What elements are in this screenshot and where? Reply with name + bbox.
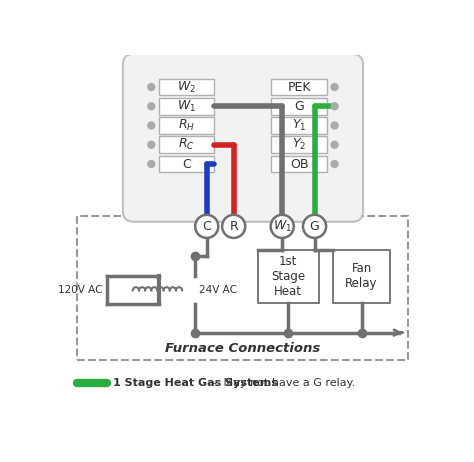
Text: $Y_2$: $Y_2$	[292, 137, 306, 152]
Text: $Y_1$: $Y_1$	[292, 118, 306, 133]
Bar	[272, 136, 327, 153]
Bar	[159, 79, 214, 96]
Circle shape	[148, 161, 155, 167]
Circle shape	[271, 215, 294, 238]
Bar	[272, 98, 327, 115]
Text: 24V AC: 24V AC	[199, 286, 237, 295]
Circle shape	[148, 122, 155, 129]
Circle shape	[148, 84, 155, 91]
Text: $W_2$: $W_2$	[177, 79, 196, 95]
Circle shape	[331, 84, 338, 91]
Circle shape	[148, 141, 155, 148]
Bar	[77, 216, 409, 359]
Text: Fan
Relay: Fan Relay	[345, 262, 378, 291]
Circle shape	[222, 215, 245, 238]
Bar	[257, 250, 319, 303]
Bar	[159, 136, 214, 153]
Bar	[272, 79, 327, 96]
Text: 1 Stage Heat Gas Systems: 1 Stage Heat Gas Systems	[113, 378, 278, 388]
Bar	[272, 156, 327, 172]
Bar	[159, 117, 214, 134]
Text: $W_1$: $W_1$	[273, 219, 292, 234]
Circle shape	[148, 103, 155, 109]
Text: G: G	[294, 100, 304, 113]
Bar	[159, 156, 214, 172]
Text: OB: OB	[290, 158, 309, 170]
Circle shape	[331, 161, 338, 167]
Circle shape	[303, 215, 326, 238]
Circle shape	[331, 141, 338, 148]
Text: PEK: PEK	[287, 80, 311, 93]
Text: C: C	[202, 220, 211, 233]
Text: $R_C$: $R_C$	[178, 137, 195, 152]
Text: $W_1$: $W_1$	[177, 99, 196, 114]
FancyBboxPatch shape	[123, 54, 363, 222]
Text: R: R	[229, 220, 238, 233]
Text: Furnace Connections: Furnace Connections	[165, 342, 320, 355]
Bar	[272, 117, 327, 134]
Bar	[333, 250, 390, 303]
Circle shape	[331, 103, 338, 109]
Text: C: C	[182, 158, 191, 170]
Text: -  May not have a G relay.: - May not have a G relay.	[209, 378, 355, 388]
Circle shape	[331, 122, 338, 129]
Circle shape	[195, 215, 219, 238]
Text: 120V AC: 120V AC	[58, 286, 103, 295]
Text: 1st
Stage
Heat: 1st Stage Heat	[271, 255, 305, 298]
Text: G: G	[310, 220, 319, 233]
Text: $R_H$: $R_H$	[178, 118, 195, 133]
Bar	[159, 98, 214, 115]
